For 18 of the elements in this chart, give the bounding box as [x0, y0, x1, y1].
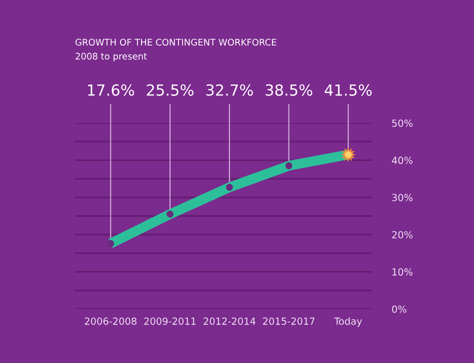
x-tick-label: Today — [334, 317, 362, 327]
chart-subtitle: 2008 to present — [76, 52, 147, 62]
x-tick-label: 2012-2014 — [204, 318, 256, 325]
y-tick-label: 0% — [392, 305, 406, 313]
x-tick-label: 2006-2008 — [84, 318, 136, 325]
chart-title: GROWTH OF THE CONTINGENT WORKFORCE — [76, 38, 276, 46]
x-tick-label: 2009-2011 — [144, 318, 196, 325]
y-tick-label: 10% — [392, 268, 413, 276]
data-label: 38.5% — [266, 84, 312, 96]
data-label: 32.7% — [206, 84, 253, 96]
y-tick-label: 50% — [392, 119, 413, 127]
data-label: 17.6% — [88, 84, 134, 96]
y-tick-label: 20% — [392, 231, 413, 238]
data-label: 41.5% — [324, 84, 372, 96]
data-label: 25.5% — [146, 84, 194, 96]
y-tick-label: 40% — [392, 156, 413, 164]
y-tick-label: 30% — [392, 194, 413, 202]
x-tick-label: 2015-2017 — [263, 318, 315, 325]
